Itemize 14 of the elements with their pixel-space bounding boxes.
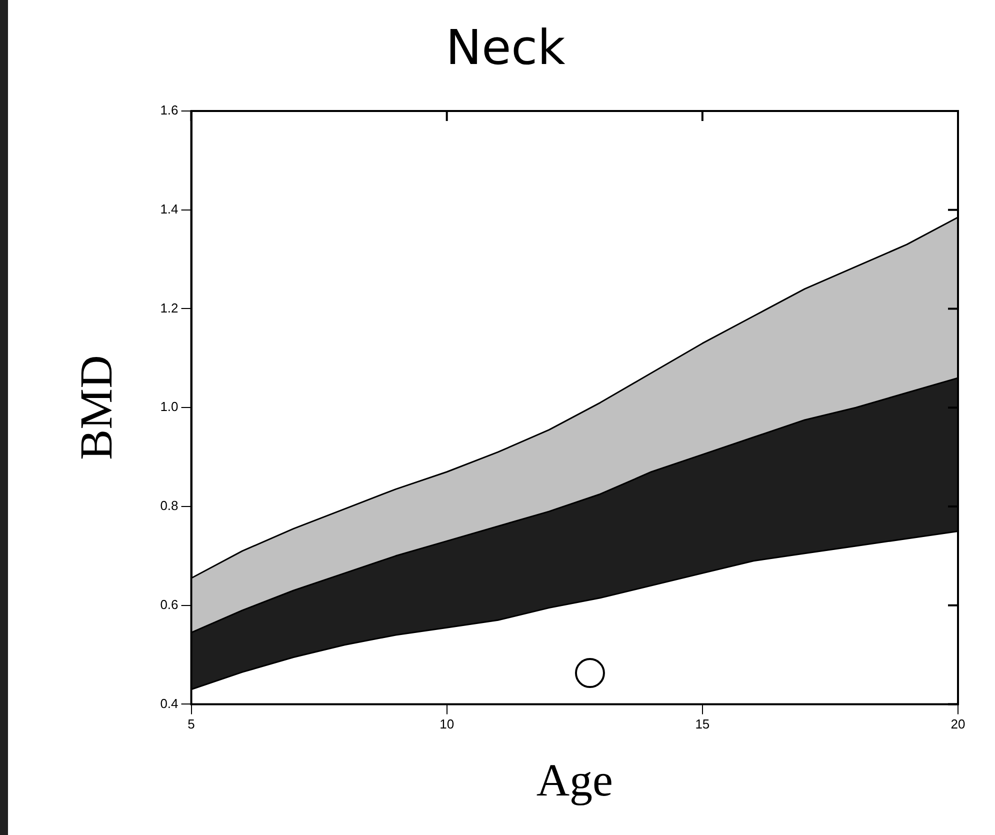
y-tick-label: 0.4: [160, 696, 178, 711]
y-tick-label: 1.4: [160, 201, 178, 216]
x-tick-label: 5: [188, 716, 195, 732]
y-tick-label: 0.8: [160, 498, 178, 514]
y-tick-label: 1.0: [160, 399, 178, 414]
y-tick-label: 0.6: [160, 596, 178, 612]
chart-title: Neck: [444, 20, 566, 76]
x-axis-title: Age: [536, 754, 613, 806]
x-tick-label: 10: [440, 716, 454, 732]
x-tick-label: 20: [950, 716, 966, 732]
x-tick-label: 15: [695, 716, 710, 732]
y-tick-label: 1.2: [160, 300, 178, 316]
y-axis-title: BMD: [70, 355, 122, 460]
y-tick-label: 1.6: [160, 102, 178, 118]
